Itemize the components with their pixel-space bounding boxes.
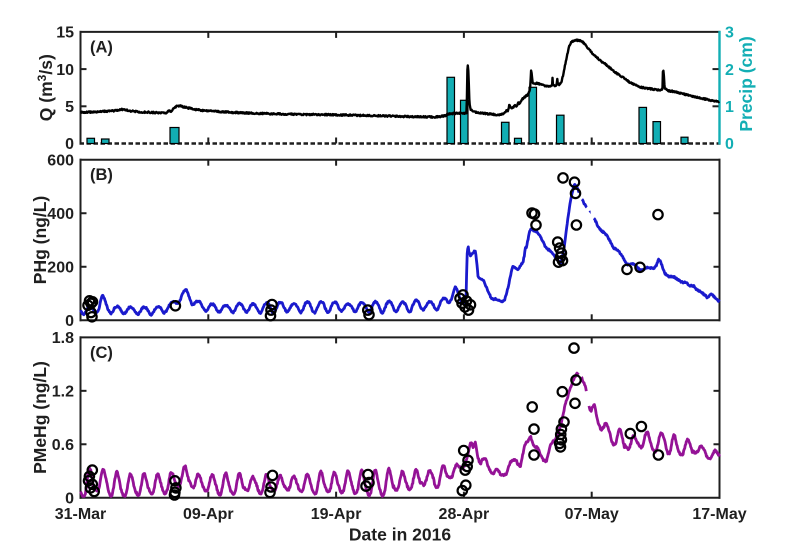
svg-text:1: 1 xyxy=(725,99,734,116)
svg-text:(C): (C) xyxy=(90,344,113,362)
svg-text:0: 0 xyxy=(65,490,74,507)
svg-text:Date in 2016: Date in 2016 xyxy=(349,525,451,545)
svg-text:17-May: 17-May xyxy=(692,506,746,523)
svg-text:0: 0 xyxy=(65,313,74,330)
svg-text:(B): (B) xyxy=(90,166,113,184)
svg-text:200: 200 xyxy=(47,259,74,276)
svg-text:09-Apr: 09-Apr xyxy=(183,506,234,523)
svg-text:0.6: 0.6 xyxy=(52,437,74,454)
svg-text:3: 3 xyxy=(725,25,734,42)
svg-text:28-Apr: 28-Apr xyxy=(439,506,490,523)
svg-text:2: 2 xyxy=(725,62,734,79)
svg-text:1.8: 1.8 xyxy=(52,330,74,347)
svg-text:0: 0 xyxy=(65,136,74,153)
svg-text:07-May: 07-May xyxy=(565,506,619,523)
svg-text:19-Apr: 19-Apr xyxy=(311,506,362,523)
svg-text:PHg (ng/L): PHg (ng/L) xyxy=(30,196,50,284)
svg-text:PMeHg (ng/L): PMeHg (ng/L) xyxy=(30,361,50,474)
svg-text:Precip (cm): Precip (cm) xyxy=(736,36,756,131)
svg-text:400: 400 xyxy=(47,206,74,223)
svg-text:1.2: 1.2 xyxy=(52,384,74,401)
svg-text:0: 0 xyxy=(725,136,734,153)
svg-text:31-Mar: 31-Mar xyxy=(55,506,107,523)
svg-text:(A): (A) xyxy=(90,38,113,56)
svg-text:15: 15 xyxy=(56,25,74,42)
svg-text:5: 5 xyxy=(65,99,74,116)
svg-text:600: 600 xyxy=(47,152,74,169)
svg-text:10: 10 xyxy=(56,62,74,79)
svg-text:Q (m3/s): Q (m3/s) xyxy=(35,54,56,121)
